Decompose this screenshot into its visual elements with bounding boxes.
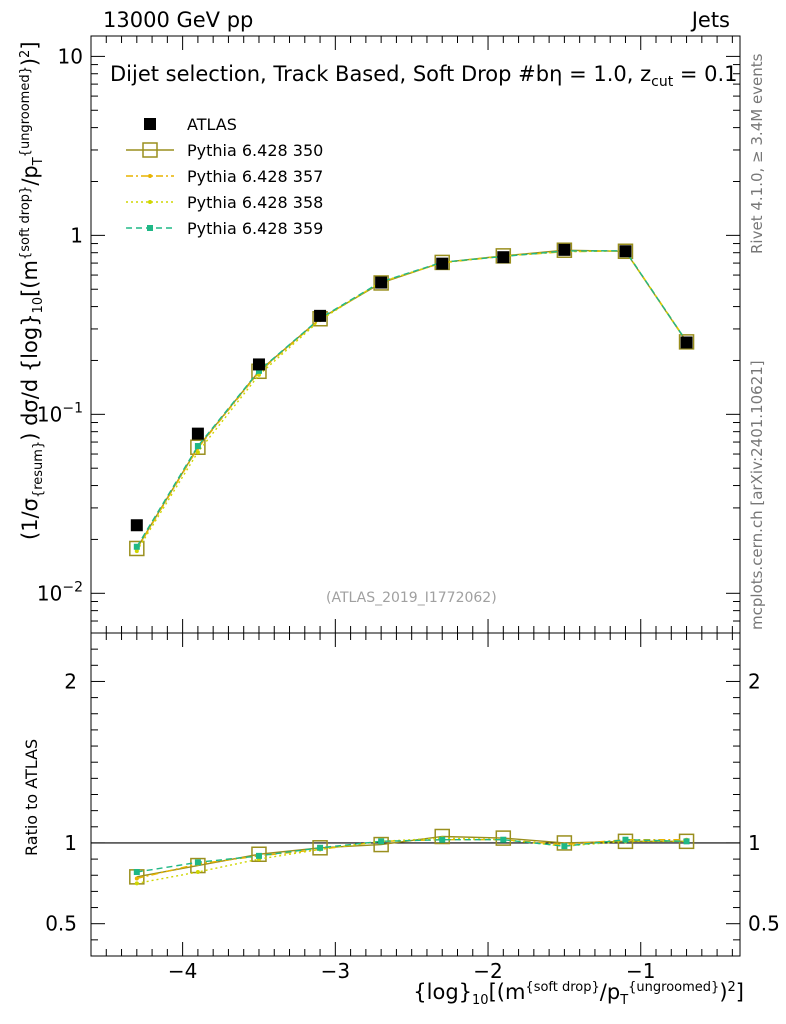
legend-label-pythia-6-428-359: Pythia 6.428 359 (187, 219, 323, 238)
data-point-atlas (130, 519, 143, 532)
data-point-atlas (680, 336, 693, 349)
series-line-pythia-6-428-358 (136, 250, 688, 552)
ratio-y-tick-label: 2 (64, 669, 77, 693)
y-axis-title-main: (1/σ{resum}) dσ/d {log}10[(m{soft drop}/… (18, 41, 47, 540)
data-point-atlas (497, 251, 510, 264)
legend-marker-pythia-6-428-357 (148, 174, 152, 178)
y-tick-label: 1 (70, 223, 83, 247)
y-axis-title-ratio: Ratio to ATLAS (22, 738, 41, 856)
mcplots-label: mcplots.cern.ch [arXiv:2401.10621] (748, 360, 766, 630)
ratio-y-tick-label-right: 0.5 (748, 912, 780, 936)
legend-label-pythia-6-428-358: Pythia 6.428 358 (187, 193, 323, 212)
data-point-pythia-6-428-350 (617, 243, 634, 260)
legend-marker-pythia-6-428-359 (147, 225, 153, 231)
title-zcut-value: = 0.1 (673, 62, 738, 86)
ratio-point-pythia-6-428-359 (255, 852, 262, 859)
ratio-point-pythia-6-428-359 (561, 843, 568, 850)
header-category: Jets (691, 8, 730, 32)
legend-marker-pythia-6-428-350 (142, 142, 158, 158)
ratio-point-pythia-6-428-359 (500, 836, 507, 843)
ratio-y-tick-label: 0.5 (45, 912, 77, 936)
y-tick-label: 10 (58, 44, 83, 68)
ratio-point-pythia-6-428-359 (133, 869, 140, 876)
data-point-pythia-6-428-359 (194, 443, 201, 450)
series-line-pythia-6-428-357 (136, 250, 688, 550)
ratio-y-tick-label-right: 1 (748, 831, 761, 855)
data-point-pythia-6-428-350 (373, 275, 389, 291)
data-point-pythia-6-428-359 (133, 543, 140, 550)
legend-label-pythia-6-428-357: Pythia 6.428 357 (187, 167, 323, 186)
x-tick-label: −4 (168, 959, 197, 983)
ratio-point-pythia-6-428-359 (439, 836, 446, 843)
series-line-pythia-6-428-350 (136, 249, 688, 549)
ratio-point-pythia-6-428-359 (378, 838, 385, 845)
ratio-point-pythia-6-428-350 (312, 840, 328, 856)
ratio-y-tick-label-right: 2 (748, 669, 761, 693)
data-point-atlas (191, 427, 204, 440)
ratio-y-tick-label: 1 (64, 831, 77, 855)
x-axis-title: {log}10[(m{soft drop}/pT{ungroomed})2] (413, 980, 744, 1009)
data-point-pythia-6-428-358 (195, 450, 200, 455)
y-tick-label: 10−2 (37, 579, 83, 605)
legend-label-pythia-6-428-350: Pythia 6.428 350 (187, 141, 323, 160)
rivet-label: Rivet 4.1.0, ≥ 3.4M events (748, 53, 766, 255)
ratio-point-pythia-6-428-357 (134, 876, 139, 881)
ratio-point-pythia-6-428-358 (134, 881, 139, 886)
legend-marker-pythia-6-428-358 (148, 200, 152, 204)
data-point-atlas (436, 257, 449, 270)
x-tick-label: −2 (473, 959, 502, 983)
x-tick-label: −1 (626, 959, 655, 983)
ratio-point-pythia-6-428-358 (195, 870, 200, 875)
ratio-line-pythia-6-428-359 (136, 839, 687, 873)
data-point-pythia-6-428-350 (556, 242, 573, 258)
ratio-plot-frame (90, 632, 741, 957)
data-point-atlas (314, 309, 327, 322)
plot-title: Dijet selection, Track Based, Soft Drop … (110, 62, 738, 90)
series-line-pythia-6-428-359 (136, 250, 688, 548)
header-process: 13000 GeV pp (103, 8, 254, 32)
ratio-point-pythia-6-428-350 (434, 828, 450, 845)
ratio-point-pythia-6-428-350 (556, 835, 573, 851)
data-point-atlas (252, 358, 265, 371)
data-point-pythia-6-428-358 (256, 372, 261, 377)
data-point-atlas (558, 243, 571, 256)
ratio-point-pythia-6-428-359 (683, 838, 690, 845)
data-point-pythia-6-428-350 (678, 334, 695, 350)
ratio-point-pythia-6-428-350 (373, 836, 389, 853)
ratio-point-pythia-6-428-359 (622, 836, 629, 843)
legend-label-atlas: ATLAS (187, 115, 237, 134)
data-point-atlas (375, 276, 388, 289)
legend-marker-atlas (144, 118, 156, 130)
x-tick-label: −3 (321, 959, 350, 983)
title-eta: η = 1.0, z (549, 62, 652, 86)
ratio-point-pythia-6-428-359 (317, 844, 324, 851)
analysis-watermark: (ATLAS_2019_I1772062) (326, 590, 497, 606)
ratio-point-pythia-6-428-359 (194, 859, 201, 866)
data-point-pythia-6-428-350 (190, 439, 206, 455)
data-point-atlas (619, 245, 632, 258)
ratio-line-pythia-6-428-357 (136, 839, 687, 880)
title-zcut-sub: cut (651, 74, 674, 91)
y-tick-label: 10−1 (37, 400, 83, 426)
ratio-point-pythia-6-428-350 (495, 830, 512, 846)
data-point-pythia-6-428-359 (255, 367, 262, 374)
data-point-pythia-6-428-358 (134, 549, 139, 554)
title-selection: Dijet selection, Track Based, Soft Drop … (110, 62, 550, 86)
data-point-pythia-6-428-350 (129, 540, 145, 557)
